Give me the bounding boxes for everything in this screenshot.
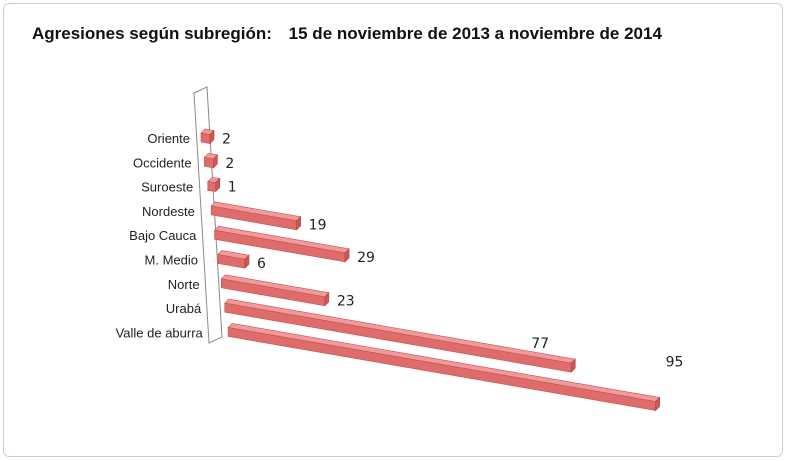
value-label: 29 bbox=[357, 250, 375, 266]
bar-end-face bbox=[213, 154, 218, 169]
bar-4 bbox=[210, 201, 302, 231]
value-label: 95 bbox=[666, 355, 684, 371]
chart-frame: Agresiones según subregión: 15 de noviem… bbox=[3, 3, 783, 457]
category-label: Nordeste bbox=[142, 204, 195, 219]
chart-title-text: Agresiones según subregión: bbox=[32, 24, 272, 43]
value-label: 2 bbox=[222, 132, 231, 148]
category-label: Urabá bbox=[166, 301, 202, 316]
bar-end-face bbox=[570, 358, 576, 373]
chart-subtitle: 15 de noviembre de 2013 a noviembre de 2… bbox=[288, 24, 662, 43]
category-label: Oriente bbox=[147, 131, 190, 146]
category-label: Norte bbox=[168, 277, 200, 292]
bar-7 bbox=[220, 274, 330, 307]
bar-1 bbox=[200, 128, 215, 145]
value-label: 6 bbox=[257, 256, 266, 272]
bar-9 bbox=[227, 323, 661, 412]
bar-5 bbox=[213, 225, 350, 263]
axis-wall bbox=[193, 86, 223, 344]
bar-8 bbox=[224, 298, 576, 373]
value-label: 77 bbox=[531, 336, 549, 352]
bar-2 bbox=[203, 152, 219, 169]
bar-end-face bbox=[215, 177, 221, 193]
value-label: 19 bbox=[309, 218, 327, 234]
value-label: 1 bbox=[228, 179, 237, 195]
value-label: 23 bbox=[337, 294, 355, 310]
bar-top-face bbox=[227, 323, 661, 402]
category-label: Bajo Cauca bbox=[129, 228, 197, 243]
bar-end-face bbox=[655, 396, 660, 412]
category-label: Occidente bbox=[133, 155, 192, 170]
chart-title: Agresiones según subregión: 15 de noviem… bbox=[32, 24, 772, 44]
bar-3 bbox=[207, 177, 221, 193]
category-label: Valle de aburra bbox=[116, 325, 204, 340]
category-label: M. Medio bbox=[145, 253, 198, 268]
bar-front-face bbox=[207, 181, 217, 192]
bar-end-face bbox=[296, 215, 301, 231]
category-label: Suroeste bbox=[141, 180, 193, 195]
bar-6 bbox=[217, 250, 250, 269]
bar-end-face bbox=[209, 129, 215, 145]
bar-end-face bbox=[344, 248, 350, 263]
bar-end-face bbox=[324, 292, 330, 307]
bar-end-face bbox=[244, 254, 250, 269]
value-label: 2 bbox=[225, 156, 234, 172]
